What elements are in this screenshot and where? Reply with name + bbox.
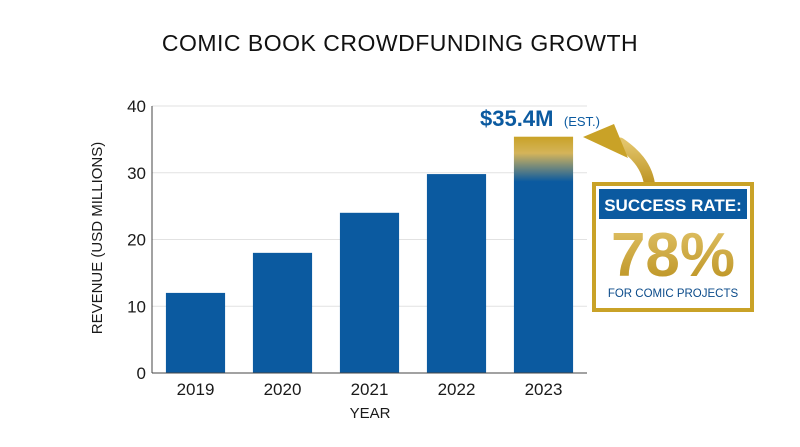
- y-tick-label: 30: [127, 164, 146, 183]
- bars: [165, 136, 574, 373]
- x-axis-label: YEAR: [350, 405, 391, 422]
- chart-title: COMIC BOOK CROWDFUNDING GROWTH: [161, 30, 639, 56]
- annotation-label: $35.4M (EST.): [480, 106, 600, 131]
- bar-2022: [426, 174, 487, 373]
- callout-heading: SUCCESS RATE:: [604, 196, 742, 215]
- success-rate-callout: SUCCESS RATE: 78% FOR COMIC PROJECTS: [592, 182, 754, 312]
- x-tick-label: 2022: [438, 380, 476, 399]
- x-tick-label: 2021: [351, 380, 389, 399]
- bar-2020: [252, 252, 313, 373]
- y-axis-ticks: 0 10 20 30 40: [127, 97, 146, 383]
- callout-header-band: [599, 189, 747, 219]
- x-tick-label: 2019: [177, 380, 215, 399]
- callout-arrow-head: [583, 124, 628, 158]
- x-axis-ticks: 2019 2020 2021 2022 2023: [177, 380, 563, 399]
- x-tick-label: 2023: [525, 380, 563, 399]
- annotation-suffix: (EST.): [564, 114, 600, 129]
- bar-2019: [165, 292, 226, 373]
- callout-value: 78%: [611, 221, 735, 290]
- callout-subtext: FOR COMIC PROJECTS: [608, 288, 739, 300]
- y-tick-label: 0: [137, 364, 146, 383]
- x-tick-label: 2020: [264, 380, 302, 399]
- y-axis-label: REVENUE (USD MILLIONS): [89, 142, 106, 335]
- y-tick-label: 40: [127, 97, 146, 116]
- bar-2023: [513, 136, 574, 373]
- bar-2021: [339, 212, 400, 373]
- y-tick-label: 10: [127, 297, 146, 316]
- annotation-value: $35.4M: [480, 106, 553, 131]
- y-tick-label: 20: [127, 231, 146, 250]
